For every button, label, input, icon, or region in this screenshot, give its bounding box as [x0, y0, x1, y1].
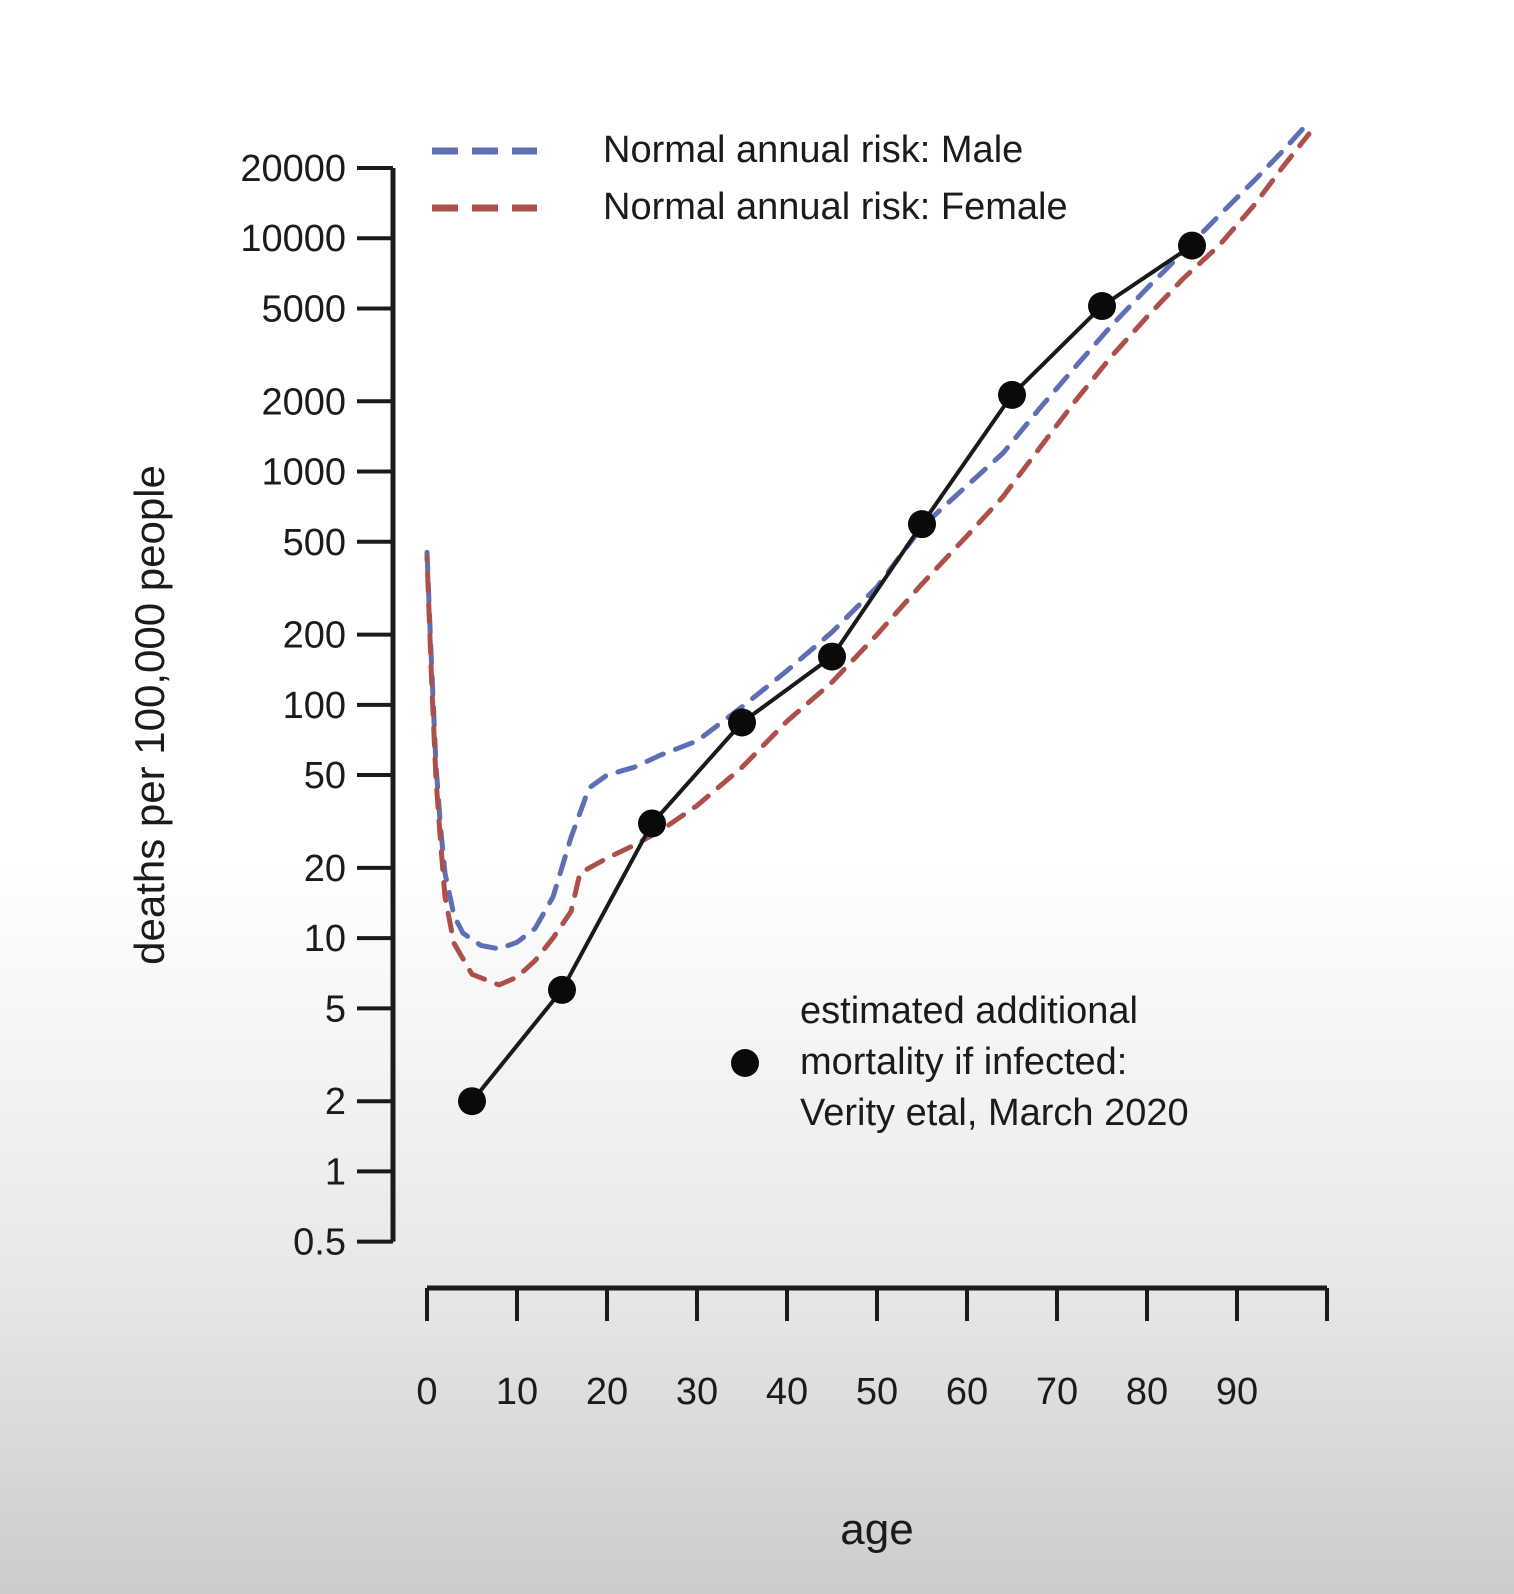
y-tick-label: 10000 [240, 218, 346, 260]
data-point-infected [908, 510, 936, 539]
data-point-infected [638, 809, 666, 838]
y-tick-label: 5000 [261, 288, 346, 330]
x-tick-label: 20 [586, 1371, 628, 1413]
series-line-female [424, 131, 1312, 988]
y-tick-label: 5 [325, 988, 346, 1030]
y-axis-title: deaths per 100,000 people [126, 465, 173, 965]
x-tick-label: 10 [496, 1371, 538, 1413]
y-tick-label: 50 [304, 755, 346, 797]
data-point-infected [548, 975, 576, 1004]
y-tick-label: 2000 [261, 381, 346, 423]
legend-dash-male-icon [432, 147, 537, 154]
data-point-infected [1178, 231, 1206, 260]
legend-dash-female-icon [432, 204, 537, 211]
data-point-infected [818, 642, 846, 671]
x-tick-label: 30 [676, 1371, 718, 1413]
data-point-infected [728, 708, 756, 737]
y-tick-label: 2 [325, 1081, 346, 1123]
y-tick-label: 20 [304, 848, 346, 890]
x-tick-label: 60 [946, 1371, 988, 1413]
y-tick-label: 1 [325, 1151, 346, 1193]
annotation-line-1: estimated additional [800, 990, 1138, 1032]
data-point-infected [998, 380, 1026, 409]
y-tick-label: 100 [283, 685, 346, 727]
legend: Normal annual risk: Male Normal annual r… [432, 122, 1068, 236]
y-tick-label: 500 [283, 522, 346, 564]
x-tick-label: 80 [1126, 1371, 1168, 1413]
annotation-marker-dot [731, 1049, 759, 1077]
x-tick-label: 50 [856, 1371, 898, 1413]
x-tick-label: 0 [416, 1371, 437, 1413]
series-line-male [424, 119, 1312, 952]
y-tick-label: 200 [283, 615, 346, 657]
legend-label-female: Normal annual risk: Female [603, 186, 1068, 228]
y-tick-label: 1000 [261, 452, 346, 494]
x-tick-label: 90 [1216, 1371, 1258, 1413]
legend-item-male: Normal annual risk: Male [432, 122, 1068, 179]
x-tick-label: 40 [766, 1371, 808, 1413]
y-tick-label: 0.5 [293, 1222, 346, 1264]
legend-item-female: Normal annual risk: Female [432, 179, 1068, 236]
x-tick-label: 70 [1036, 1371, 1078, 1413]
x-axis-title: age [840, 1505, 914, 1554]
y-tick-label: 10 [304, 918, 346, 960]
data-point-infected [458, 1087, 486, 1116]
annotation-text: estimated additional mortality if infect… [800, 986, 1189, 1139]
data-point-infected [1088, 292, 1116, 321]
series-line-infected [470, 243, 1194, 1104]
annotation-line-2: mortality if infected: [800, 1041, 1128, 1083]
y-tick-label: 20000 [240, 148, 346, 190]
legend-label-male: Normal annual risk: Male [603, 129, 1024, 171]
annotation-line-3: Verity etal, March 2020 [800, 1092, 1189, 1134]
